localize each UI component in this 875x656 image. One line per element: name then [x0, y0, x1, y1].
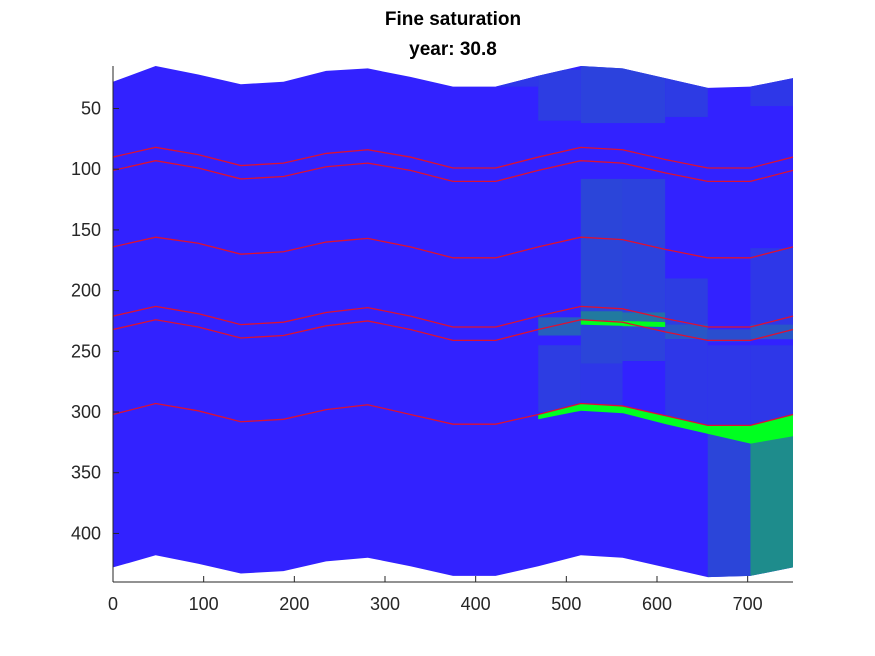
chart-title: Fine saturation — [385, 9, 521, 30]
x-tick-label: 500 — [551, 594, 581, 614]
saturation-cell-16 — [580, 363, 623, 406]
co2-plume-0 — [538, 403, 793, 444]
y-tick-label: 250 — [71, 341, 101, 361]
horizon-line-3 — [112, 305, 794, 328]
y-axis-ticks: 50 100 150 200 250 300 350 400 — [71, 98, 119, 543]
y-tick-label: 200 — [71, 281, 101, 301]
axes: 0 100 200 300 400 500 600 700 50 100 150 200 250 300… — [71, 66, 793, 614]
saturation-cell-12 — [665, 324, 708, 340]
saturation-cell-17 — [665, 339, 708, 425]
y-tick-label: 400 — [71, 523, 101, 543]
saturation-cell-5 — [580, 178, 623, 366]
saturation-cell-20 — [707, 426, 751, 578]
saturation-cell-4 — [750, 74, 793, 107]
saturation-cell-9 — [538, 317, 581, 336]
x-tick-label: 300 — [370, 594, 400, 614]
saturation-cell-1 — [538, 69, 581, 121]
chart-subtitle: year: 30.8 — [409, 39, 497, 60]
plot-area — [112, 66, 794, 578]
horizon-line-4 — [112, 319, 794, 342]
y-tick-label: 100 — [71, 159, 101, 179]
saturation-cell-0 — [495, 72, 539, 87]
x-tick-label: 100 — [189, 594, 219, 614]
x-tick-label: 600 — [642, 594, 672, 614]
x-axis-ticks: 0 100 200 300 400 500 600 700 — [108, 576, 763, 614]
horizon-line-1 — [112, 160, 794, 182]
y-tick-label: 150 — [71, 220, 101, 240]
x-tick-label: 400 — [461, 594, 491, 614]
y-tick-label: 350 — [71, 463, 101, 483]
saturation-cell-3 — [665, 74, 708, 117]
horizon-line-2 — [112, 236, 794, 259]
saturation-cell-14 — [750, 324, 793, 340]
x-tick-label: 700 — [733, 594, 763, 614]
horizon-line-0 — [112, 146, 794, 169]
x-tick-label: 200 — [279, 594, 309, 614]
saturation-cell-15 — [538, 345, 581, 413]
y-tick-label: 300 — [71, 402, 101, 422]
saturation-cell-18 — [707, 345, 751, 427]
y-tick-label: 50 — [81, 98, 101, 118]
saturation-cell-2 — [580, 66, 666, 124]
saturation-cell-13 — [707, 329, 751, 342]
saturation-cell-6 — [622, 178, 666, 362]
saturation-cell-19 — [750, 345, 793, 425]
horizon-lines — [112, 146, 794, 427]
saturation-cell-8 — [750, 248, 793, 340]
x-tick-label: 0 — [108, 594, 118, 614]
horizon-line-5 — [112, 402, 794, 427]
saturation-cell-21 — [750, 436, 793, 578]
